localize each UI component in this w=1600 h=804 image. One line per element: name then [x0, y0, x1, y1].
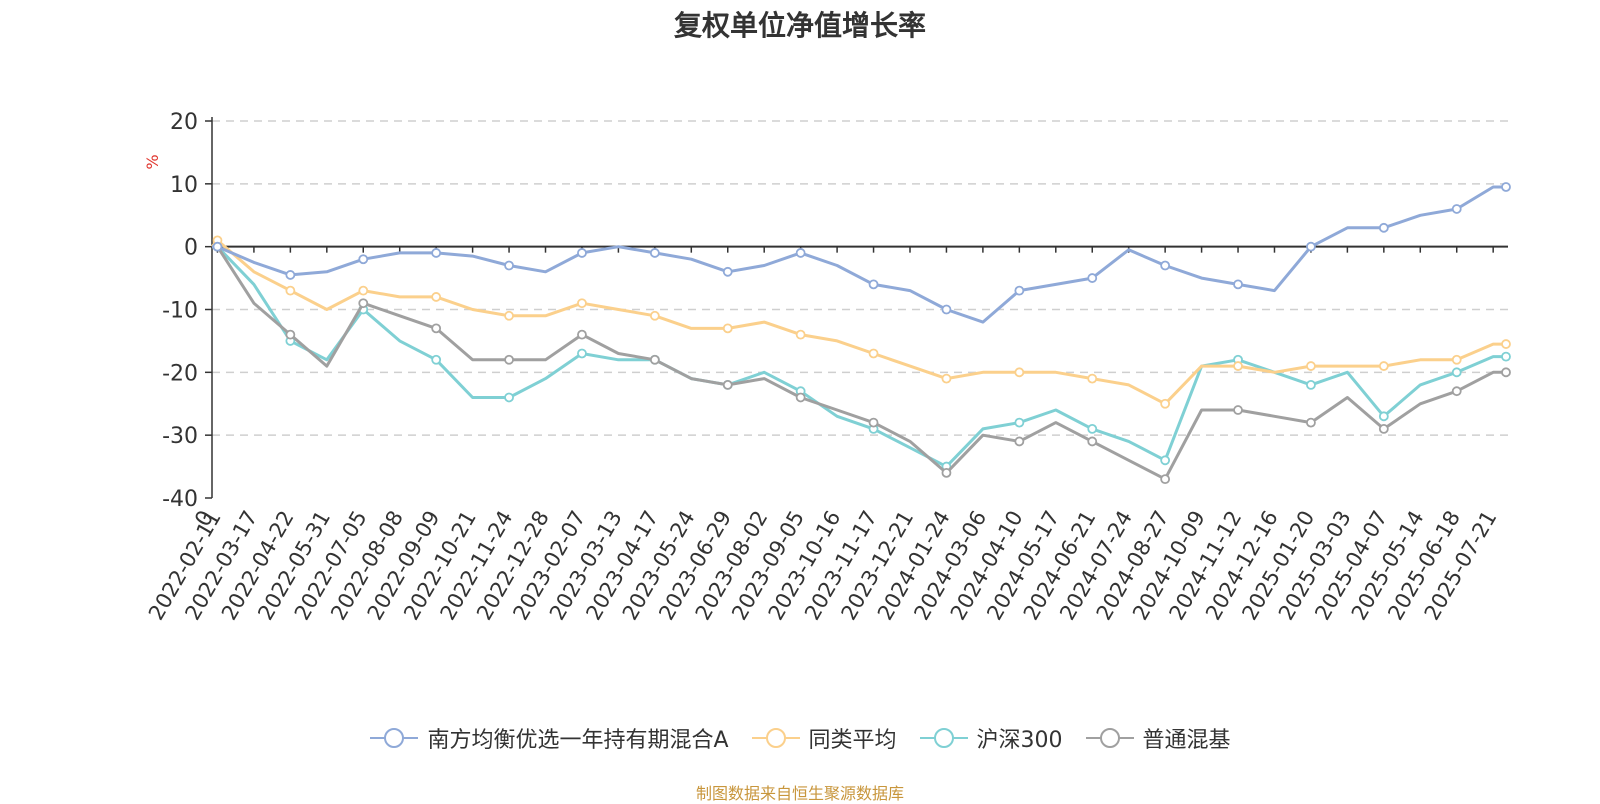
data-point: [504, 354, 514, 365]
legend: 南方均衡优选一年持有期混合A 同类平均 沪深300 普通混基: [0, 722, 1600, 754]
data-point: [868, 417, 879, 428]
data-point: [285, 329, 296, 340]
legend-item[interactable]: 普通混基: [1085, 722, 1231, 754]
y-tick-label: -10: [162, 299, 198, 324]
legend-item[interactable]: 南方均衡优选一年持有期混合A: [369, 722, 729, 754]
data-point: [1014, 436, 1025, 447]
data-point: [577, 248, 587, 258]
y-tick-label: 0: [184, 236, 198, 261]
legend-marker-icon: [919, 728, 968, 748]
data-point: [358, 298, 369, 309]
legend-item[interactable]: 同类平均: [751, 722, 897, 754]
data-point: [722, 379, 733, 390]
data-point: [795, 248, 806, 258]
data-point: [504, 392, 514, 403]
data-point: [1233, 405, 1243, 415]
data-point: [868, 279, 879, 290]
series-line: [212, 245, 1506, 469]
data-point: [1501, 339, 1511, 349]
source-note: 制图数据来自恒生聚源数据库: [695, 784, 904, 803]
data-point: [1378, 423, 1389, 434]
series-line: [210, 238, 1506, 406]
chart-title: 复权单位净值增长率: [673, 9, 926, 42]
data-point: [649, 248, 660, 258]
data-point: [1306, 241, 1316, 252]
series-line: [212, 245, 1506, 481]
data-point: [577, 298, 587, 309]
data-point: [1306, 361, 1316, 371]
legend-item[interactable]: 沪深300: [919, 722, 1063, 754]
data-point: [1014, 285, 1025, 296]
data-point: [212, 241, 223, 252]
data-point: [1451, 386, 1462, 397]
y-axis-label: %: [143, 154, 162, 169]
data-point: [795, 392, 806, 403]
legend-marker-icon: [1085, 728, 1134, 748]
data-point: [358, 285, 369, 296]
data-point: [1501, 182, 1511, 192]
data-point: [1087, 373, 1098, 384]
y-tick-label: -40: [162, 487, 198, 512]
data-point: [795, 329, 806, 340]
y-tick-label: -20: [162, 361, 198, 386]
data-point: [1501, 351, 1511, 362]
legend-label: 普通混基: [1142, 728, 1231, 753]
y-tick-label: -30: [162, 424, 198, 449]
data-point: [649, 310, 660, 321]
y-tick-label: 20: [170, 110, 198, 135]
data-point: [431, 292, 442, 302]
data-point: [722, 266, 733, 277]
data-point: [1306, 417, 1316, 428]
y-tick-label: 10: [170, 173, 198, 198]
legend-label: 沪深300: [976, 728, 1063, 753]
data-point: [285, 270, 296, 280]
series-line: [212, 185, 1506, 324]
legend-marker-icon: [370, 728, 419, 748]
data-point: [1087, 436, 1098, 447]
data-point: [1501, 367, 1511, 378]
data-point: [577, 348, 587, 359]
data-point: [1233, 361, 1243, 371]
data-point: [1451, 367, 1462, 378]
data-point: [1087, 273, 1098, 283]
data-point: [1014, 367, 1025, 378]
data-point: [577, 329, 587, 340]
data-point: [1160, 398, 1171, 409]
data-point: [431, 323, 442, 334]
legend-label: 同类平均: [808, 728, 897, 753]
data-point: [1378, 361, 1389, 371]
data-point: [941, 304, 952, 315]
data-point: [1014, 417, 1025, 428]
legend-label: 南方均衡优选一年持有期混合A: [427, 728, 729, 753]
data-point: [1451, 204, 1462, 214]
data-point: [1378, 411, 1389, 422]
data-point: [649, 354, 660, 365]
data-point: [431, 248, 442, 258]
data-point: [1306, 379, 1316, 390]
data-point: [1160, 474, 1171, 485]
data-point: [1378, 222, 1389, 233]
data-point: [431, 354, 442, 365]
legend-marker-icon: [751, 728, 800, 748]
data-point: [1160, 260, 1171, 271]
data-point: [1233, 279, 1243, 290]
data-point: [358, 254, 369, 265]
data-point: [1451, 354, 1462, 365]
data-point: [504, 310, 514, 321]
data-point: [941, 467, 952, 478]
data-point: [1160, 455, 1171, 466]
data-point: [1087, 423, 1098, 434]
data-point: [868, 348, 879, 359]
data-point: [722, 323, 733, 334]
data-point: [285, 285, 296, 296]
data-point: [504, 260, 514, 271]
data-point: [941, 373, 952, 384]
